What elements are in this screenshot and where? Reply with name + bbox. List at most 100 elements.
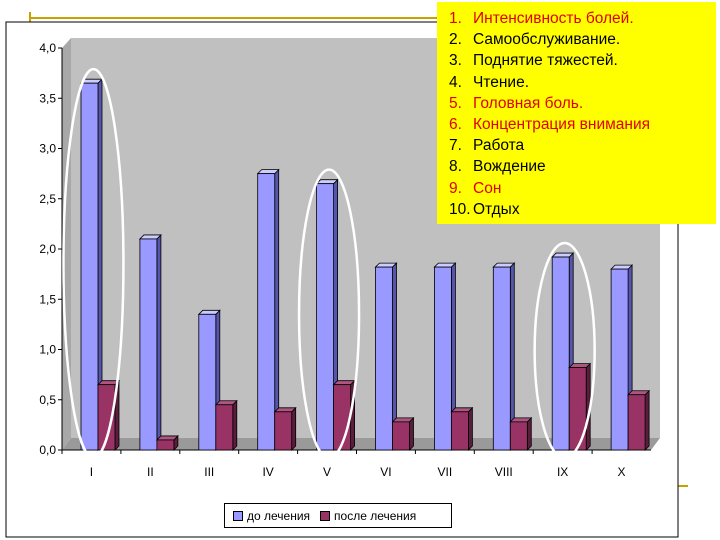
bar-before <box>433 262 457 451</box>
x-tick-label: I <box>90 465 93 479</box>
bar-side <box>156 233 162 451</box>
items-legend-number: 3. <box>449 52 462 70</box>
bar-top <box>155 435 179 441</box>
items-legend-number: 9. <box>449 179 462 197</box>
bar-after <box>155 434 179 451</box>
items-legend-number: 2. <box>449 31 462 49</box>
x-tick-label: X <box>618 465 626 479</box>
bar-front <box>568 367 587 451</box>
y-tick-label: 1,5 <box>39 292 56 306</box>
bar-side <box>409 416 414 451</box>
x-tick-label: IX <box>557 465 568 479</box>
items-legend-number: 8. <box>449 158 462 176</box>
bar-after <box>391 416 415 451</box>
bar-before <box>492 262 516 451</box>
bar-top <box>492 262 516 268</box>
y-tick-label: 2,0 <box>39 242 56 256</box>
bar-top <box>568 363 592 368</box>
bar-top <box>197 309 221 315</box>
plot-side-wall <box>62 38 71 450</box>
items-legend-number: 1. <box>449 10 462 27</box>
items-legend-text: Работа <box>473 137 525 155</box>
bar-top <box>315 179 339 185</box>
bar-front <box>97 384 116 451</box>
items-legend-entry: 1. Интенсивность болей. <box>449 8 716 29</box>
items-legend-number: 4. <box>449 73 462 91</box>
legend-item-before: до лечения <box>233 509 310 523</box>
items-legend-number: 6. <box>449 116 462 134</box>
items-legend-text: Головная боль. <box>473 94 584 112</box>
bar-front <box>627 394 646 451</box>
items-legend-text: Чтение. <box>473 73 530 91</box>
items-list: 1. Интенсивность болей. 2. Самообслуживание… <box>449 8 716 220</box>
items-legend-text: Концентрация внимания <box>473 116 651 134</box>
x-tick-label: VIII <box>495 465 513 479</box>
bar-after <box>450 406 474 451</box>
bar-after <box>273 406 297 451</box>
items-legend-text: Сон <box>473 179 502 197</box>
bar-front <box>198 313 217 451</box>
bar-front <box>333 384 352 451</box>
bar-after <box>509 416 533 451</box>
items-legend-entry: 6. Концентрация внимания <box>449 114 716 135</box>
y-tick-label: 3,5 <box>39 91 56 105</box>
bar-top <box>214 400 238 406</box>
bar-top <box>610 264 634 270</box>
bar-top <box>332 380 356 386</box>
items-legend-entry: 2. Самообслуживание. <box>449 29 716 50</box>
items-legend-number: 7. <box>449 137 462 155</box>
bar-side <box>467 406 473 451</box>
x-tick-label: VII <box>438 465 453 479</box>
bar-top <box>391 417 415 423</box>
items-legend-text: Отдых <box>473 200 520 218</box>
legend-swatch-before <box>233 510 243 521</box>
series-legend: до лечения после лечения <box>224 503 452 528</box>
highlight-ellipse <box>62 67 125 460</box>
x-tick-label: III <box>204 465 214 479</box>
y-tick-label: 2,5 <box>39 192 56 206</box>
items-legend-panel: 1. Интенсивность болей. 2. Самообслуживание… <box>437 2 716 224</box>
bar-top <box>374 262 398 268</box>
y-tick-label: 1,0 <box>39 343 56 357</box>
bar-front <box>610 268 629 451</box>
items-legend-text: Интенсивность болей. <box>473 10 634 27</box>
items-legend-entry: 8. Вождение <box>449 156 716 177</box>
items-legend-text: Поднятие тяжестей. <box>473 52 618 70</box>
x-tick-label: VI <box>380 465 391 479</box>
bar-front <box>450 411 469 451</box>
legend-swatch-after <box>320 510 331 521</box>
x-tick-label: IV <box>262 465 273 479</box>
bar-front <box>257 173 276 451</box>
highlight-ellipse <box>297 168 361 460</box>
bar-side <box>526 416 532 451</box>
x-tick-label: II <box>147 465 154 479</box>
items-legend-entry: 7. Работа <box>449 135 716 156</box>
bar-front <box>509 421 528 451</box>
y-tick-label: 3,0 <box>39 142 56 156</box>
bar-top <box>138 234 162 240</box>
bar-front <box>433 266 452 451</box>
bar-side <box>232 399 238 451</box>
bar-front <box>375 266 393 451</box>
bar-after <box>214 399 238 451</box>
bar-top <box>273 407 297 413</box>
items-legend-entry: 9. Сон <box>449 178 716 199</box>
items-legend-entry: 10. Отдых <box>449 199 716 220</box>
legend-label-before: до лечения <box>247 508 311 523</box>
bar-top <box>450 407 474 413</box>
bar-before <box>256 168 280 451</box>
bar-front <box>551 256 570 451</box>
bar-front <box>392 421 410 451</box>
bar-top <box>509 417 533 423</box>
bar-after <box>627 389 651 451</box>
bar-front <box>139 238 158 451</box>
bar-top <box>551 252 575 258</box>
bar-side <box>291 406 297 451</box>
items-legend-text: Вождение <box>473 158 546 176</box>
items-legend-entry: 4. Чтение. <box>449 72 716 93</box>
bar-before <box>80 78 103 451</box>
highlight-ellipse <box>533 241 596 460</box>
bar-front <box>156 439 175 451</box>
bar-front <box>492 266 511 451</box>
bar-before <box>138 233 162 451</box>
